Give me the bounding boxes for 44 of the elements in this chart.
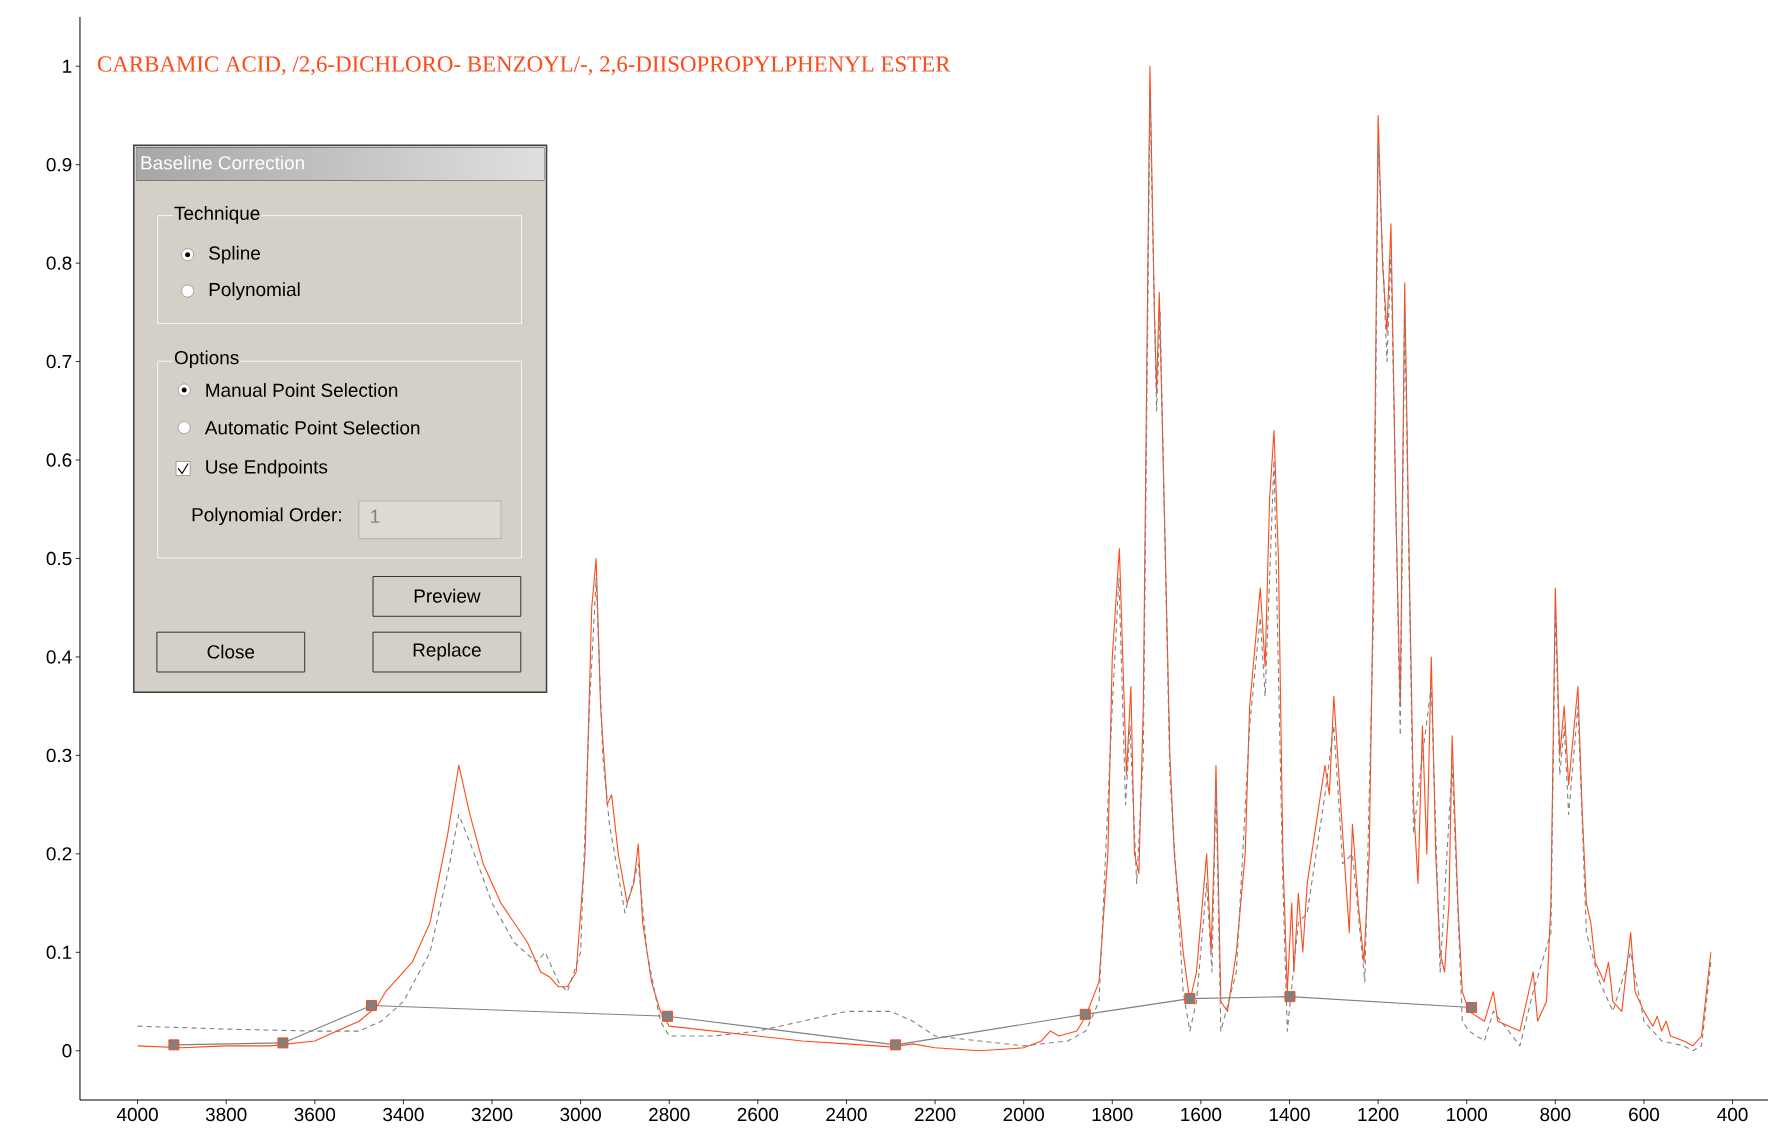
x-tick-label: 3200 <box>471 1107 513 1122</box>
x-tick-label: 3400 <box>383 1107 424 1122</box>
y-tick-label: 0.8 <box>46 256 72 270</box>
x-tick-label: 2200 <box>914 1107 956 1122</box>
x-tick-label: 1200 <box>1358 1107 1399 1122</box>
y-tick-label: 0.2 <box>46 847 72 861</box>
x-tick-label: 4000 <box>116 1107 158 1122</box>
annotation: Replace <box>413 642 481 661</box>
annotation: Manual Point Selection <box>206 383 398 397</box>
y-tick-label: 1 <box>63 59 72 73</box>
x-tick-label: 2600 <box>737 1107 779 1122</box>
x-tick-label: 2000 <box>1003 1107 1044 1122</box>
y-tick-label: 0.6 <box>46 453 72 467</box>
x-tick-label: 400 <box>1717 1107 1748 1122</box>
y-tick-label: 0.7 <box>46 354 72 369</box>
x-tick-label: 3800 <box>205 1107 247 1122</box>
x-tick-label: 2800 <box>649 1107 690 1122</box>
y-tick-label: 0 <box>62 1044 72 1058</box>
annotation: Close <box>207 644 255 659</box>
y-tick-label: 0.9 <box>46 157 72 172</box>
annotation: Options <box>174 350 239 369</box>
text: CARBAMIC ACID, /2,6-DICHLORO- BENZOYL/-, 2,6-DIISOPROPYLPHENYL ESTER <box>97 56 951 76</box>
annotation: Baseline Correction <box>141 155 304 170</box>
x-tick-label: 800 <box>1540 1107 1571 1122</box>
y-tick-label: 0.5 <box>46 551 72 566</box>
annotation: Preview <box>414 588 481 603</box>
y-tick-label: 0.3 <box>46 748 72 763</box>
annotation: Polynomial Order: <box>192 507 341 526</box>
annotation: Automatic Point Selection <box>204 420 420 435</box>
x-tick-label: 1800 <box>1092 1107 1133 1122</box>
annotation: Polynomial <box>209 282 300 300</box>
x-tick-label: 600 <box>1629 1107 1659 1122</box>
y-tick-label: 0.1 <box>46 945 72 960</box>
x-tick-label: 3000 <box>560 1107 601 1122</box>
annotation: Technique <box>174 206 260 224</box>
annotation: Use Endpoints <box>206 459 328 478</box>
x-tick-label: 1400 <box>1269 1107 1310 1122</box>
x-tick-label: 2400 <box>826 1107 867 1122</box>
x-tick-label: 1600 <box>1181 1107 1222 1122</box>
annotation: Spline <box>209 245 260 264</box>
x-tick-label: 3600 <box>294 1107 336 1122</box>
y-tick-label: 0.4 <box>46 650 72 664</box>
annotation: 1 <box>371 509 380 523</box>
x-tick-label: 1000 <box>1447 1107 1488 1122</box>
